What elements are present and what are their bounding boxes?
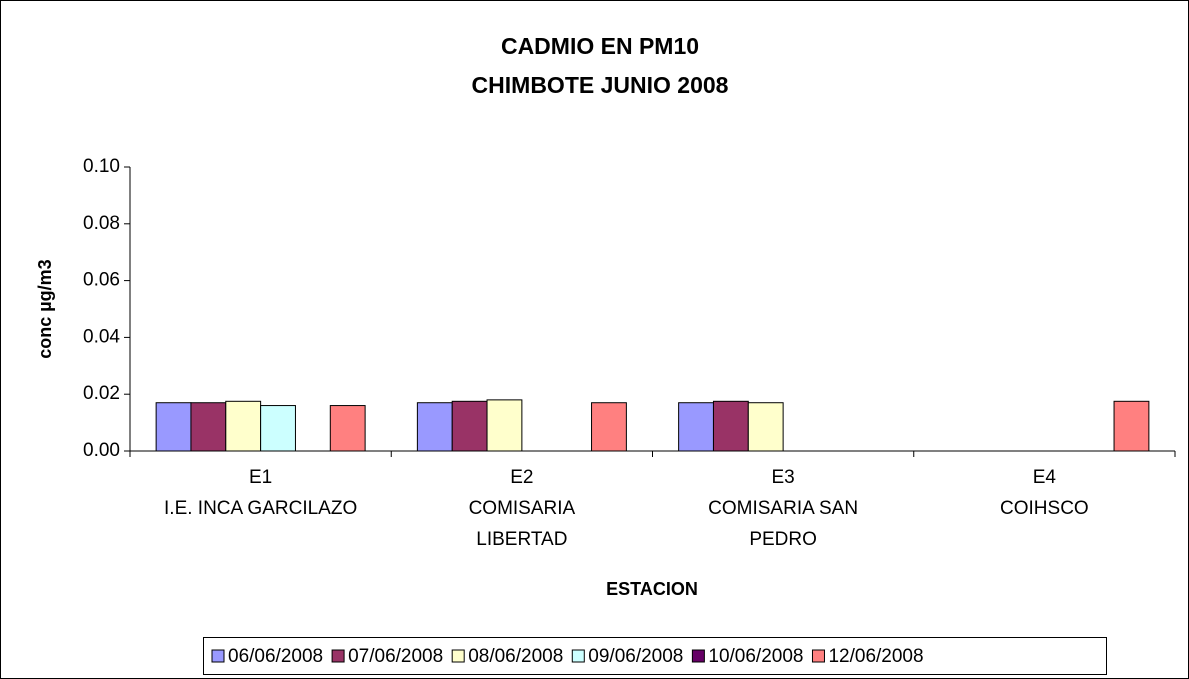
bar [591,402,627,452]
bar [155,402,192,452]
legend-label: 06/06/2008 [228,646,323,667]
bar [747,402,784,452]
chart-title: CHIMBOTE JUNIO 2008 [472,72,729,98]
legend-label: 10/06/2008 [708,646,803,667]
y-tick-label: 0.00 [83,440,120,461]
legend-swatch [571,649,585,663]
x-tick-label: LIBERTAD [476,529,567,550]
y-tick-label: 0.08 [83,213,120,234]
bar [1113,400,1150,452]
bar [451,400,488,452]
legend-swatch [211,649,225,663]
legend [203,637,1107,675]
bar [712,400,749,452]
x-tick-label: E1 [249,467,272,488]
y-tick-label: 0.04 [83,326,120,347]
bar [678,402,714,452]
legend-label: 08/06/2008 [468,646,563,667]
x-tick-label: E3 [772,467,795,488]
y-axis-title: conc µg/m3 [35,259,55,358]
x-tick-label: COMISARIA SAN [708,498,858,519]
legend-label: 09/06/2008 [588,646,683,667]
legend-swatch [451,649,465,663]
bar [225,400,262,452]
y-tick-label: 0.10 [83,156,120,177]
legend-swatch [811,649,825,663]
legend-swatch [691,649,705,663]
legend-label: 07/06/2008 [348,646,443,667]
x-tick-label: COMISARIA [469,498,576,519]
x-axis-title: ESTACION [606,579,698,599]
y-tick-label: 0.02 [83,383,120,404]
bar [486,399,523,452]
y-tick-label: 0.06 [83,270,120,291]
bar [329,405,366,452]
x-tick-label: E2 [510,467,533,488]
legend-swatch [331,649,345,663]
bar [416,402,453,452]
chart-title: CADMIO EN PM10 [501,33,699,59]
legend-label: 12/06/2008 [828,646,923,667]
x-tick-label: I.E. INCA GARCILAZO [164,498,357,519]
bar [190,402,227,452]
x-tick-label: E4 [1033,467,1057,488]
bar [260,405,296,452]
x-tick-label: COIHSCO [1000,498,1089,519]
x-tick-label: PEDRO [749,529,817,550]
